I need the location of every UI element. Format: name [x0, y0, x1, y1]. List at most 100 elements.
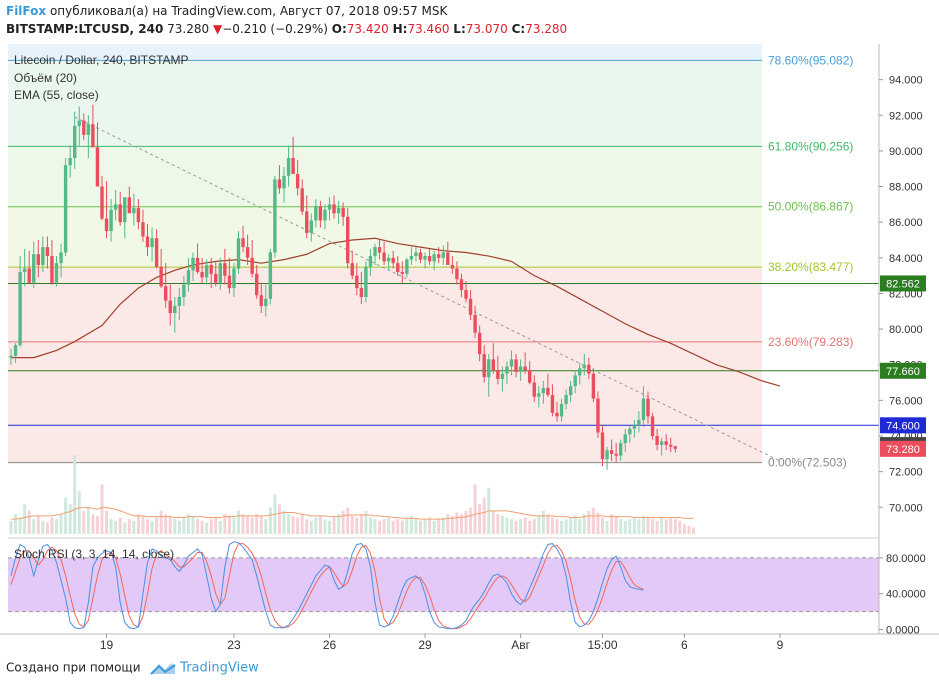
- candle-body: [423, 256, 427, 260]
- candle: [27, 250, 31, 283]
- author-name[interactable]: FilFox: [6, 4, 47, 18]
- candle-body: [473, 314, 477, 333]
- volume-bar: [519, 519, 523, 534]
- candle-body: [118, 204, 122, 223]
- candle-body: [314, 206, 318, 221]
- candle: [77, 106, 81, 146]
- price-tag-box: [880, 440, 926, 457]
- candle: [514, 354, 518, 378]
- candle-body: [236, 238, 241, 269]
- candle-body: [227, 275, 232, 289]
- volume-bar: [464, 510, 468, 534]
- candle: [132, 193, 136, 226]
- tradingview-link[interactable]: TradingView: [180, 660, 259, 676]
- candle: [655, 428, 659, 451]
- candle: [487, 354, 491, 397]
- candle-body: [377, 247, 382, 253]
- candle-body: [104, 218, 109, 232]
- candle: [600, 425, 605, 467]
- time-axis[interactable]: 19 23 26 29 Авг 15:00 6 9: [0, 633, 939, 652]
- volume-bar: [350, 515, 354, 534]
- candle-body: [95, 147, 100, 187]
- candle-body: [605, 450, 609, 460]
- volume-bar: [214, 517, 218, 534]
- candle: [145, 223, 150, 257]
- candle: [245, 234, 250, 265]
- candle-body: [259, 295, 263, 306]
- volume-bar: [68, 504, 72, 534]
- candle: [414, 247, 418, 262]
- candle-body: [409, 256, 414, 260]
- price-axis[interactable]: 70.00072.00074.00076.00078.00080.00082.0…: [878, 44, 926, 637]
- volume-bar: [91, 514, 95, 534]
- candle: [568, 380, 573, 403]
- price-change: −0.210 (−0.29%): [222, 22, 328, 36]
- candle-body: [368, 256, 373, 267]
- candle-body: [132, 207, 136, 214]
- candle-body: [73, 125, 77, 159]
- candle-body: [596, 398, 600, 433]
- candle: [468, 289, 473, 321]
- volume-bar: [428, 517, 432, 534]
- candle: [637, 411, 641, 433]
- candle-body: [568, 386, 573, 396]
- candle: [309, 213, 313, 242]
- candle: [127, 186, 131, 214]
- time-tick-label: 15:00: [587, 638, 617, 652]
- candle: [528, 361, 532, 385]
- volume-bar: [250, 517, 254, 534]
- legend-stoch-rsi: Stoch RSI (3, 3, 14, 14, close): [14, 547, 174, 561]
- volume-bar: [419, 520, 422, 534]
- candle: [659, 437, 664, 456]
- candle-body: [22, 268, 27, 273]
- candle-body: [318, 206, 323, 221]
- candle-body: [418, 252, 423, 260]
- candle: [22, 248, 27, 287]
- candle: [341, 202, 345, 226]
- candle: [427, 248, 432, 265]
- volume-bar: [523, 517, 527, 534]
- candle: [73, 111, 77, 169]
- fib-level-label: 0.00%(72.503): [768, 456, 847, 470]
- candle: [318, 200, 323, 228]
- candle: [177, 288, 182, 321]
- volume-bar: [682, 524, 686, 534]
- volume-bar: [27, 510, 31, 534]
- volume-bar: [664, 519, 668, 534]
- volume-bar: [318, 515, 322, 534]
- candle: [141, 209, 145, 242]
- price-tick-label: 92.000: [889, 110, 923, 122]
- candle: [555, 402, 559, 422]
- candle-body: [54, 263, 59, 283]
- candle-body: [573, 375, 577, 387]
- volume-bar: [341, 510, 345, 534]
- volume-bar: [123, 522, 127, 534]
- candle: [377, 240, 382, 260]
- candle-body: [550, 395, 555, 413]
- price-chart[interactable]: 78.60%(95.082) 61.80%(90.256) 50.00%(86.86…: [0, 44, 939, 654]
- volume-bar: [391, 520, 395, 534]
- candle-body: [464, 289, 468, 299]
- volume-bar: [473, 484, 477, 534]
- candle: [123, 197, 127, 239]
- fib-zone-top: [8, 44, 762, 61]
- candle: [218, 257, 222, 290]
- candle: [59, 243, 63, 278]
- volume-bar: [141, 515, 145, 534]
- volume-bar: [441, 517, 445, 534]
- candle: [459, 273, 464, 298]
- tradingview-logo-icon[interactable]: [150, 660, 176, 676]
- candle-body: [555, 412, 559, 417]
- volume-bar: [437, 519, 441, 534]
- candle-body: [300, 188, 304, 212]
- ema-polyline: [11, 237, 781, 387]
- candle: [314, 199, 318, 228]
- candle-body: [518, 366, 523, 372]
- candle: [650, 412, 655, 440]
- candle-body: [541, 387, 546, 394]
- candle-body: [637, 419, 641, 426]
- candle-body: [468, 298, 473, 315]
- volume-bar: [455, 512, 459, 534]
- candle-body: [264, 298, 268, 306]
- time-tick-label: 29: [418, 638, 432, 652]
